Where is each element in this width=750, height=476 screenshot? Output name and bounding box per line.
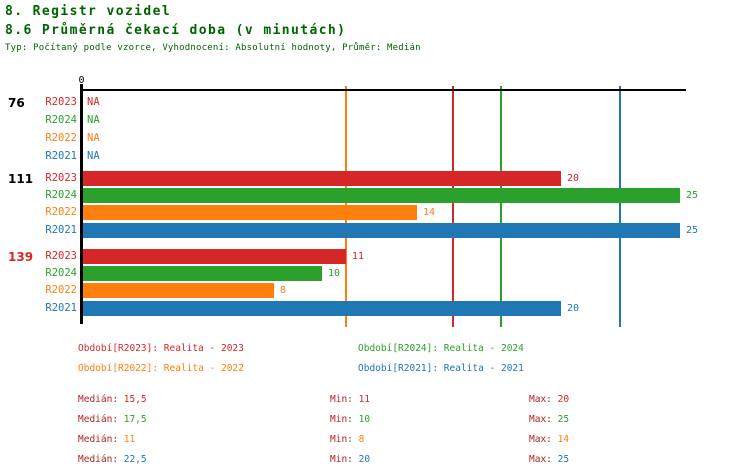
series-row-label: R2021 (45, 150, 77, 162)
stat-value: 25 (557, 414, 570, 425)
stat-label: Max: (529, 434, 558, 445)
series-row-label: R2023 (45, 172, 77, 184)
stat-value: 20 (557, 394, 570, 405)
chart-meta-line: Typ: Počítaný podle vzorce, Vyhodnocení:… (5, 43, 421, 53)
stat-value: 15,5 (123, 394, 147, 405)
stat-value: 11 (358, 394, 371, 405)
y-axis-line (80, 84, 83, 324)
stat-value: 17,5 (123, 414, 147, 425)
series-row-label: R2023 (45, 96, 77, 108)
stat-label: Max: (529, 454, 558, 465)
stat-label: Min: (330, 434, 359, 445)
stat-value: 11 (123, 434, 136, 445)
chart-title: 8.6 Průměrná čekací doba (v minutách) (5, 23, 347, 38)
bar-R2023 (83, 171, 561, 186)
series-row-label: R2022 (45, 206, 77, 218)
series-row-label: R2022 (45, 284, 77, 296)
stat-median-R2021: Medián: 22,5 (78, 453, 147, 466)
stat-value: 14 (557, 434, 570, 445)
stat-median-R2023: Medián: 15,5 (78, 393, 147, 406)
stat-min-R2023: Min: 11 (330, 393, 370, 406)
legend-entry-R2022: Období[R2022]: Realita - 2022 (78, 363, 244, 374)
stat-label: Medián: (78, 394, 124, 405)
series-row-label: R2021 (45, 302, 77, 314)
stat-min-R2021: Min: 20 (330, 453, 370, 466)
stat-median-R2024: Medián: 17,5 (78, 413, 147, 426)
median-line-R2024 (500, 86, 502, 327)
stat-value: 20 (358, 454, 371, 465)
stat-value: 22,5 (123, 454, 147, 465)
stat-max-R2023: Max: 20 (529, 393, 569, 406)
stat-label: Min: (330, 394, 359, 405)
series-row-label: R2022 (45, 132, 77, 144)
legend-entry-R2023: Období[R2023]: Realita - 2023 (78, 343, 244, 354)
bar-value-label: 25 (686, 225, 699, 236)
x-axis-line (80, 89, 686, 91)
bar-value-label: 20 (567, 173, 580, 184)
series-row-label: R2024 (45, 267, 77, 279)
x-axis-origin-label: 0 (78, 75, 85, 86)
bar-value-label: 20 (567, 303, 580, 314)
stat-value: 10 (358, 414, 371, 425)
missing-value-label: NA (87, 96, 100, 108)
series-row-label: R2024 (45, 114, 77, 126)
missing-value-label: NA (87, 150, 100, 162)
legend-entry-R2024: Období[R2024]: Realita - 2024 (358, 343, 524, 354)
stat-max-R2021: Max: 25 (529, 453, 569, 466)
bar-R2021 (83, 223, 680, 238)
stat-label: Max: (529, 394, 558, 405)
stat-max-R2022: Max: 14 (529, 433, 569, 446)
median-line-R2023 (452, 86, 454, 327)
series-row-label: R2024 (45, 189, 77, 201)
missing-value-label: NA (87, 132, 100, 144)
missing-value-label: NA (87, 114, 100, 126)
bar-R2021 (83, 301, 561, 316)
group-label: 76 (8, 96, 25, 110)
series-row-label: R2021 (45, 224, 77, 236)
stat-max-R2024: Max: 25 (529, 413, 569, 426)
stat-min-R2024: Min: 10 (330, 413, 370, 426)
bar-R2024 (83, 266, 322, 281)
bar-value-label: 25 (686, 190, 699, 201)
stat-min-R2022: Min: 8 (330, 433, 364, 446)
bar-value-label: 8 (280, 285, 287, 296)
bar-R2022 (83, 283, 274, 298)
group-label: 139 (8, 250, 34, 264)
group-label: 111 (8, 172, 34, 186)
stat-label: Min: (330, 414, 359, 425)
stat-value: 8 (358, 434, 365, 445)
stat-value: 25 (557, 454, 570, 465)
stat-label: Min: (330, 454, 359, 465)
stat-label: Medián: (78, 454, 124, 465)
bar-R2022 (83, 205, 417, 220)
bar-value-label: 11 (352, 251, 365, 262)
median-line-R2021 (619, 86, 621, 327)
bar-R2023 (83, 249, 346, 264)
stat-label: Max: (529, 414, 558, 425)
stat-label: Medián: (78, 414, 124, 425)
stat-median-R2022: Medián: 11 (78, 433, 135, 446)
stat-label: Medián: (78, 434, 124, 445)
bar-value-label: 10 (328, 268, 341, 279)
page-title: 8. Registr vozidel (5, 4, 172, 19)
series-row-label: R2023 (45, 250, 77, 262)
bar-value-label: 14 (423, 207, 436, 218)
bar-R2024 (83, 188, 680, 203)
legend-entry-R2021: Období[R2021]: Realita - 2021 (358, 363, 524, 374)
